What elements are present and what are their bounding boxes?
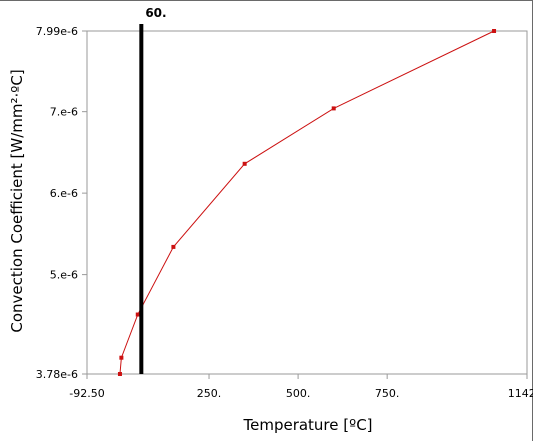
series-line: [119, 30, 495, 375]
x-axis-title: Temperature [ºC]: [242, 416, 372, 434]
data-point: [492, 29, 497, 33]
data-point: [117, 372, 122, 376]
y-axis-title: Convection Coefficient [W/mm²·ºC]: [8, 69, 26, 332]
marker-layer: 60.: [139, 6, 167, 374]
x-tick-label: 750.: [375, 387, 400, 400]
data-point: [119, 355, 124, 360]
data-point: [171, 244, 176, 249]
data-point: [331, 106, 336, 111]
x-tick-label: 500.: [286, 387, 311, 400]
x-tick-label: 1142.5: [508, 387, 533, 400]
y-tick-label: 7.99e-6: [36, 25, 78, 38]
temperature-marker-label: 60.: [145, 6, 166, 20]
x-tick-label: -92.50: [69, 387, 104, 400]
ticks-layer: -92.50 250. 500. 750. 1142.5 3.78e-6 5.e-6 6.e-…: [36, 25, 533, 400]
y-tick-label: 5.e-6: [50, 269, 78, 282]
series-layer: [117, 29, 497, 376]
y-tick-label: 3.78e-6: [36, 368, 78, 381]
axes-layer: [86, 30, 528, 375]
plot-area-border: [86, 30, 528, 375]
y-tick-label: 7.e-6: [50, 106, 78, 119]
data-point: [135, 312, 140, 317]
x-tick-label: 250.: [197, 387, 222, 400]
y-tick-label: 6.e-6: [50, 187, 78, 200]
data-point: [242, 161, 247, 166]
